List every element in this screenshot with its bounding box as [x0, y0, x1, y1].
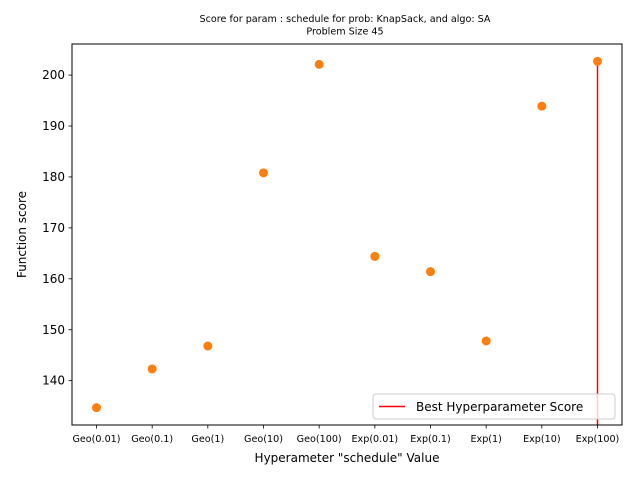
x-tick-label: Exp(1): [470, 434, 501, 445]
data-point: [537, 101, 547, 111]
chart-title: Score for param : schedule for prob: Kna…: [200, 14, 491, 25]
data-point: [203, 341, 213, 351]
data-point: [370, 251, 380, 261]
x-tick-label: Geo(10): [244, 434, 283, 445]
plot-area: 140 150 160 170 180 190 200 Geo(0.01) Geo(0.1) Ge…: [42, 56, 620, 445]
plot-frame: [71, 43, 623, 426]
data-point: [147, 364, 157, 374]
x-tick-label: Exp(0.01): [351, 434, 398, 445]
data-point: [426, 267, 435, 277]
y-axis-label: Function score: [15, 191, 29, 278]
legend: Best Hyperparameter Score: [372, 393, 616, 420]
data-point: [92, 403, 101, 413]
y-tick-label: 140: [42, 374, 65, 388]
data-point: [259, 168, 268, 178]
y-tick-label: 150: [42, 323, 65, 337]
data-point: [593, 56, 602, 66]
chart-subtitle: Problem Size 45: [306, 27, 383, 38]
legend-box: [372, 393, 616, 420]
x-tick-label: Exp(100): [576, 434, 620, 445]
x-axis-label: Hyperameter "schedule" Value: [255, 451, 440, 465]
data-point: [481, 336, 491, 346]
x-tick-label: Geo(1): [191, 434, 224, 445]
data-point: [314, 59, 324, 69]
x-tick-label: Exp(0.1): [410, 434, 451, 445]
y-tick-label: 190: [42, 119, 65, 133]
x-tick-label: Geo(100): [297, 434, 342, 445]
y-tick-label: 180: [42, 170, 65, 184]
legend-label: Best Hyperparameter Score: [416, 400, 583, 414]
y-tick-label: 160: [42, 272, 65, 286]
x-tick-label: Geo(0.01): [72, 434, 120, 445]
x-tick-label: Geo(0.1): [131, 434, 173, 445]
y-tick-label: 170: [42, 221, 65, 235]
x-tick-label: Exp(10): [523, 434, 561, 445]
y-tick-label: 200: [42, 68, 65, 82]
